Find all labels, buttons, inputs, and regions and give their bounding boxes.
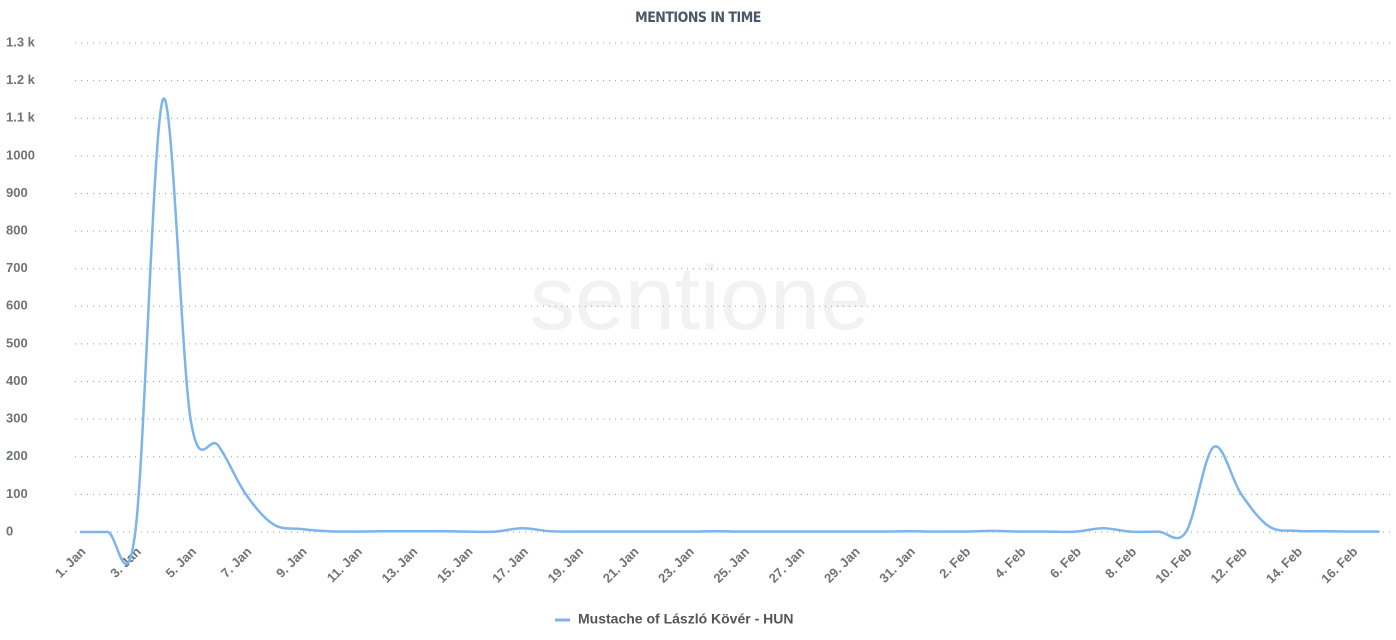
x-tick-label: 29. Jan — [821, 544, 863, 586]
x-tick-label: 27. Jan — [766, 544, 808, 586]
x-tick-label: 11. Jan — [324, 544, 365, 585]
x-tick-label: 14. Feb — [1263, 544, 1305, 586]
x-tick-label: 1. Jan — [52, 544, 89, 581]
y-tick-label: 1.3 k — [6, 34, 36, 49]
x-tick-label: 31. Jan — [876, 544, 918, 586]
y-tick-label: 100 — [6, 486, 28, 501]
watermark: sentione — [530, 249, 870, 349]
x-tick-label: 10. Feb — [1152, 544, 1194, 586]
y-tick-label: 1000 — [6, 147, 35, 162]
x-tick-label: 5. Jan — [162, 544, 199, 581]
y-tick-label: 400 — [6, 373, 28, 388]
x-tick-label: 21. Jan — [600, 544, 642, 586]
x-tick-label: 17. Jan — [489, 544, 531, 586]
series-line — [80, 97, 1380, 566]
x-tick-label: 16. Feb — [1318, 544, 1360, 586]
x-tick-label: 8. Feb — [1102, 544, 1139, 581]
y-tick-label: 0 — [6, 523, 13, 538]
x-tick-label: 13. Jan — [379, 544, 421, 586]
x-tick-label: 3. Jan — [107, 544, 144, 581]
x-tick-label: 9. Jan — [273, 544, 310, 581]
y-tick-label: 300 — [6, 411, 28, 426]
x-tick-label: 6. Feb — [1047, 544, 1084, 581]
y-tick-label: 600 — [6, 298, 28, 313]
y-tick-label: 500 — [6, 335, 28, 350]
y-tick-label: 200 — [6, 448, 28, 463]
y-tick-label: 1.2 k — [6, 72, 36, 87]
x-tick-label: 2. Feb — [936, 544, 973, 581]
x-tick-label: 7. Jan — [218, 544, 255, 581]
chart-title: MENTIONS IN TIME — [635, 10, 761, 26]
y-tick-label: 800 — [6, 223, 28, 238]
x-tick-label: 19. Jan — [544, 544, 586, 586]
x-tick-label: 23. Jan — [655, 544, 697, 586]
y-tick-label: 700 — [6, 260, 28, 275]
legend-label: Mustache of László Kövér - HUN — [578, 611, 793, 627]
y-tick-label: 900 — [6, 185, 28, 200]
x-tick-label: 15. Jan — [434, 544, 476, 586]
x-tick-label: 4. Feb — [991, 544, 1028, 581]
y-tick-label: 1.1 k — [6, 110, 36, 125]
x-tick-label: 25. Jan — [710, 544, 752, 586]
x-tick-label: 12. Feb — [1208, 544, 1250, 586]
